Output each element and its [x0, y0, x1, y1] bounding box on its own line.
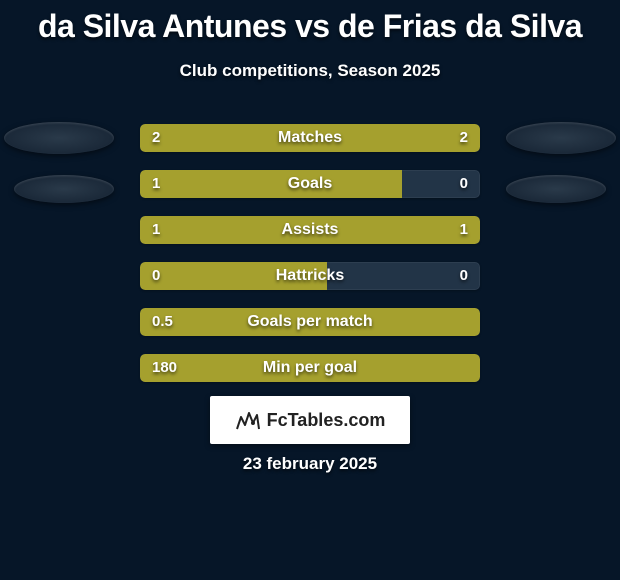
stat-row: 10Goals: [140, 170, 480, 198]
stat-value-right: 0: [460, 262, 468, 290]
stat-fill-left: [140, 124, 480, 152]
stats-bars: 22Matches 10Goals 11Assists 00Hattricks 0.5G…: [140, 124, 480, 400]
stat-fill-left: [140, 354, 480, 382]
fctables-logo: FcTables.com: [210, 396, 410, 444]
fctables-logo-icon: [235, 407, 261, 433]
stat-row: 0.5Goals per match: [140, 308, 480, 336]
stat-fill-left: [140, 216, 480, 244]
player-right-decor-1: [506, 122, 616, 154]
player-left-decor-2: [14, 175, 114, 203]
stat-fill-left: [140, 262, 327, 290]
stat-fill-left: [140, 308, 480, 336]
page-title: da Silva Antunes vs de Frias da Silva: [0, 0, 620, 45]
stat-row: 180Min per goal: [140, 354, 480, 382]
stat-value-right: 0: [460, 170, 468, 198]
page-subtitle: Club competitions, Season 2025: [0, 61, 620, 81]
footer-date: 23 february 2025: [0, 454, 620, 474]
stat-row: 22Matches: [140, 124, 480, 152]
player-left-decor-1: [4, 122, 114, 154]
fctables-logo-text: FcTables.com: [267, 410, 386, 431]
stat-row: 00Hattricks: [140, 262, 480, 290]
player-right-decor-2: [506, 175, 606, 203]
stat-row: 11Assists: [140, 216, 480, 244]
stat-fill-left: [140, 170, 402, 198]
